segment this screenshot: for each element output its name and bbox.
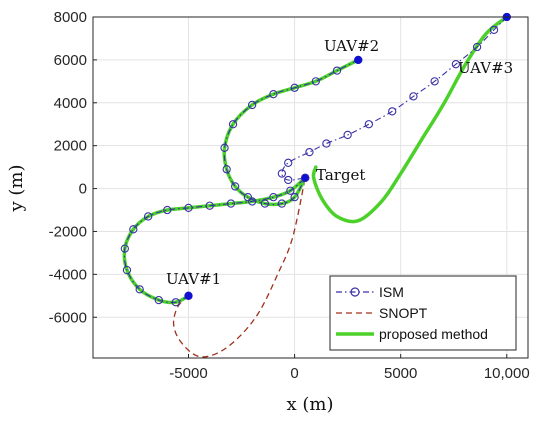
x-tick-label: -5000 — [169, 365, 207, 382]
x-tick-label: 5000 — [384, 365, 417, 382]
ism-marker — [163, 205, 172, 215]
y-tick-label: -6000 — [49, 309, 87, 326]
ism-marker — [284, 158, 293, 167]
annotation-uav2: UAV#2 — [324, 37, 379, 55]
x-tick-label: 10,000 — [484, 365, 530, 382]
legend-item-proposed: proposed method — [336, 326, 488, 342]
ism-marker — [277, 169, 287, 178]
ism-marker — [122, 265, 132, 275]
annotation-uav3: UAV#3 — [458, 59, 513, 77]
ism-marker — [364, 120, 374, 129]
ism-marker — [290, 193, 299, 202]
ism-marker — [171, 298, 180, 307]
ism-path — [223, 59, 359, 205]
annotation-uav1: UAV#1 — [166, 270, 221, 288]
ism-marker — [154, 295, 163, 305]
y-tick-label: 4000 — [54, 95, 87, 112]
ism-marker — [311, 77, 320, 86]
tick-labels: -5000 0 5000 10,000 -6000 -4000 -2000 0 2000 4000… — [49, 9, 530, 382]
ism-marker — [305, 147, 314, 157]
ism-marker — [269, 90, 278, 99]
ism-marker — [135, 285, 144, 294]
legend-label-proposed: proposed method — [379, 326, 488, 342]
start-point — [184, 291, 193, 300]
ism-marker — [472, 42, 482, 52]
ism-marker — [243, 193, 253, 202]
ism-marker — [332, 66, 342, 75]
y-axis-label: y (m) — [6, 164, 27, 212]
y-tick-label: 8000 — [54, 9, 87, 26]
y-tick-label: -4000 — [49, 266, 87, 283]
ism-marker — [228, 120, 238, 129]
ism-path — [123, 177, 306, 304]
y-tick-label: 6000 — [54, 52, 87, 69]
annotation-target: Target — [316, 166, 365, 184]
ism-marker — [220, 143, 229, 152]
legend-item-ism: ISM — [336, 284, 404, 300]
ism-marker — [322, 139, 331, 148]
ism-marker — [430, 77, 439, 86]
y-tick-label: 2000 — [54, 138, 87, 155]
ism-marker — [226, 199, 236, 208]
ism-marker — [409, 92, 418, 101]
ism-marker — [129, 225, 138, 234]
ism-marker — [284, 175, 293, 185]
plot-frame — [92, 16, 529, 359]
ism-marker — [247, 100, 257, 110]
ism-marker — [205, 201, 214, 210]
legend-marker-ism — [350, 287, 360, 297]
ism-marker — [222, 165, 231, 174]
start-point — [354, 55, 363, 64]
ism-marker — [286, 186, 295, 195]
ism-marker — [301, 173, 310, 182]
ism-marker — [277, 199, 287, 208]
legend-label-ism: ISM — [379, 284, 404, 300]
proposed-path — [311, 15, 509, 224]
snopt-path — [172, 177, 306, 358]
ism-marker — [269, 193, 278, 202]
ism-marker — [231, 182, 240, 191]
ism-marker — [290, 83, 299, 92]
x-axis-label: x (m) — [287, 394, 334, 415]
series-layer — [120, 12, 511, 358]
legend-item-snopt: SNOPT — [336, 305, 428, 321]
y-tick-label: 0 — [79, 181, 87, 198]
ism-marker — [144, 212, 153, 221]
legend: ISM SNOPT proposed method — [329, 275, 517, 351]
x-tick-label: 0 — [290, 365, 298, 382]
ism-marker — [388, 107, 397, 116]
ism-marker — [260, 199, 270, 208]
ism-path — [281, 16, 508, 181]
ism-marker — [451, 60, 461, 69]
ism-marker — [343, 130, 352, 140]
ism-marker — [120, 244, 129, 253]
ism-marker — [184, 203, 193, 213]
legend-label-snopt: SNOPT — [379, 305, 428, 321]
ism-marker — [489, 25, 499, 35]
target-point — [301, 174, 309, 182]
annotations: UAV#1 UAV#2 UAV#3 Target — [166, 37, 513, 288]
y-tick-label: -2000 — [49, 223, 87, 240]
